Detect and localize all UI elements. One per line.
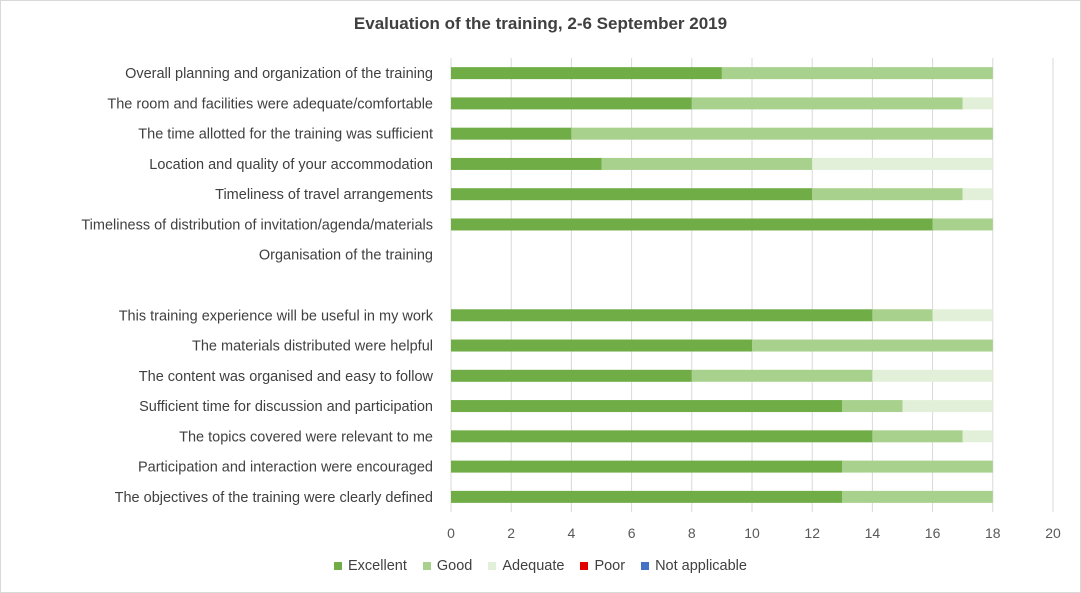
bar-adequate xyxy=(962,430,993,443)
bar-excellent xyxy=(451,430,873,443)
category-label: The content was organised and easy to fo… xyxy=(139,369,434,385)
category-label: This training experience will be useful … xyxy=(119,308,434,324)
category-label: Location and quality of your accommodati… xyxy=(149,157,433,173)
x-tick-label: 0 xyxy=(447,525,455,541)
category-label: The topics covered were relevant to me xyxy=(179,429,433,445)
bar-good xyxy=(571,127,993,140)
legend-label: Not applicable xyxy=(655,558,747,574)
bar-excellent xyxy=(451,339,752,352)
category-label: Overall planning and organization of the… xyxy=(125,66,433,82)
bar-excellent xyxy=(451,127,572,140)
bar-good xyxy=(691,97,963,110)
x-tick-label: 4 xyxy=(568,525,576,541)
bar-adequate xyxy=(962,97,993,110)
chart-legend: Excellent Good Adequate Poor Not applicable xyxy=(0,558,1081,574)
category-label: Sufficient time for discussion and parti… xyxy=(139,399,433,415)
category-label: Organisation of the training xyxy=(259,248,433,264)
bar-excellent xyxy=(451,97,692,110)
bar-adequate xyxy=(872,369,993,382)
bar-excellent xyxy=(451,460,843,473)
chart-plot-area: Overall planning and organization of the… xyxy=(81,58,1061,541)
category-label: The time allotted for the training was s… xyxy=(138,127,433,143)
bar-adequate xyxy=(902,400,993,413)
legend-swatch xyxy=(422,562,431,570)
legend-label: Excellent xyxy=(348,558,407,574)
legend-item: Excellent xyxy=(334,558,407,574)
category-label: The objectives of the training were clea… xyxy=(115,490,433,506)
x-tick-label: 6 xyxy=(628,525,636,541)
bar-good xyxy=(721,67,993,80)
category-label: The room and facilities were adequate/co… xyxy=(107,96,433,112)
legend-swatch xyxy=(641,562,650,570)
x-tick-label: 18 xyxy=(985,525,1001,541)
bar-adequate xyxy=(932,309,993,322)
bar-good xyxy=(601,157,813,170)
x-tick-label: 10 xyxy=(744,525,760,541)
x-tick-label: 16 xyxy=(925,525,941,541)
category-label: Timeliness of travel arrangements xyxy=(215,187,433,203)
x-tick-label: 20 xyxy=(1045,525,1061,541)
bar-good xyxy=(872,430,963,443)
legend-label: Good xyxy=(436,558,473,574)
bar-good xyxy=(932,218,993,231)
category-labels: Overall planning and organization of the… xyxy=(81,66,433,506)
bar-excellent xyxy=(451,369,692,382)
bar-good xyxy=(842,490,993,503)
category-label: Participation and interaction were encou… xyxy=(138,460,433,476)
bar-good xyxy=(872,309,933,322)
legend-swatch xyxy=(334,562,343,570)
bar-excellent xyxy=(451,309,873,322)
category-label: The materials distributed were helpful xyxy=(192,339,433,355)
chart-title: Evaluation of the training, 2-6 Septembe… xyxy=(353,14,728,33)
bar-excellent xyxy=(451,218,933,231)
legend-item: Not applicable xyxy=(641,558,747,574)
bar-good xyxy=(842,460,993,473)
bar-adequate xyxy=(962,188,993,201)
bar-good xyxy=(752,339,993,352)
bar-good xyxy=(691,369,873,382)
x-tick-label: 14 xyxy=(865,525,881,541)
bar-series xyxy=(451,67,993,503)
legend-swatch xyxy=(488,562,497,570)
category-label: Timeliness of distribution of invitation… xyxy=(81,217,433,233)
bar-good xyxy=(842,400,903,413)
bar-good xyxy=(812,188,963,201)
x-tick-label: 12 xyxy=(804,525,820,541)
bar-excellent xyxy=(451,400,843,413)
legend-item: Adequate xyxy=(488,558,564,574)
bar-excellent xyxy=(451,188,813,201)
x-tick-label: 8 xyxy=(688,525,696,541)
legend-item: Poor xyxy=(580,558,625,574)
bar-excellent xyxy=(451,67,722,80)
legend-label: Poor xyxy=(594,558,626,574)
bar-excellent xyxy=(451,490,843,503)
x-tick-labels: 0 2 4 6 8 10 12 14 16 18 20 xyxy=(447,525,1061,541)
legend-swatch xyxy=(580,562,589,570)
gridlines xyxy=(450,58,1054,512)
x-tick-label: 2 xyxy=(507,525,515,541)
bar-adequate xyxy=(812,157,993,170)
legend-item: Good xyxy=(422,558,473,574)
bar-excellent xyxy=(451,157,602,170)
legend-label: Adequate xyxy=(502,558,565,574)
